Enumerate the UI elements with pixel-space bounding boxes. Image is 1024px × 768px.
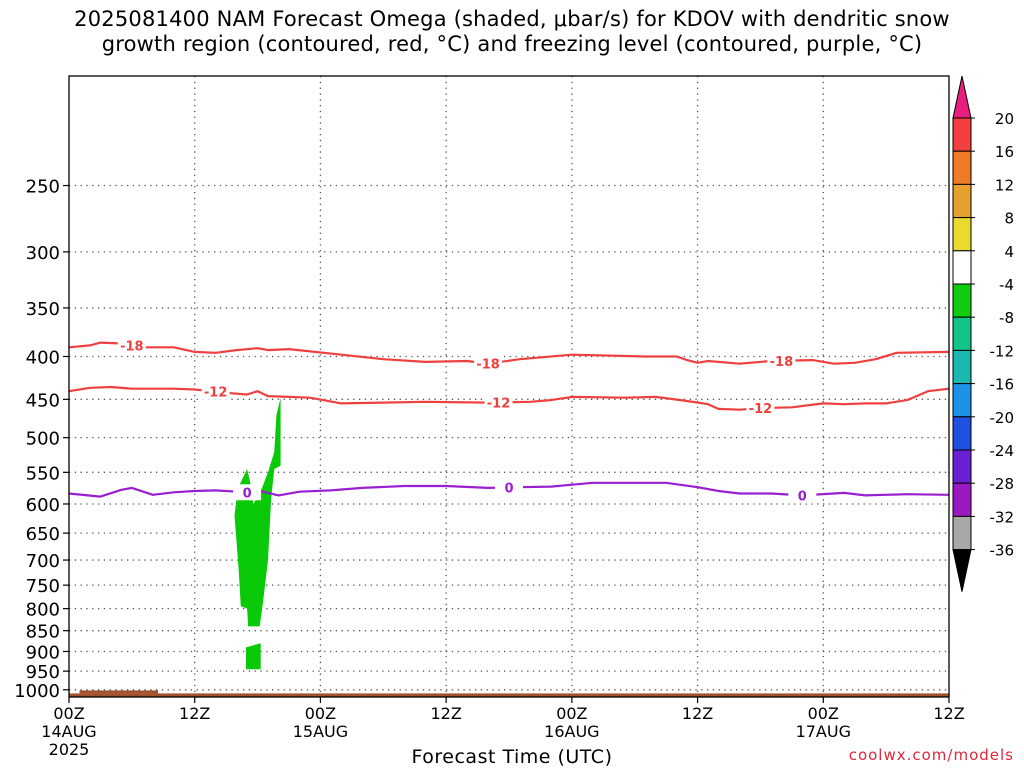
x-date-label: 15AUG	[293, 722, 348, 741]
contour-label-bg	[788, 487, 817, 504]
contour-label-bg	[495, 479, 523, 496]
y-tick-label: 250	[26, 177, 60, 198]
x-tick-label: 00Z	[808, 704, 839, 723]
colorbar-label: 12	[995, 176, 1014, 194]
contour-line-0	[68, 481, 950, 498]
colorbar-box	[952, 117, 972, 152]
colorbar-label: -8	[999, 309, 1014, 327]
omega-shaded-region-lower	[246, 643, 261, 670]
colorbar-label: -20	[990, 409, 1015, 427]
y-tick-label: 300	[26, 243, 60, 264]
plot-frame	[68, 75, 950, 698]
y-tick-label: 800	[26, 600, 60, 621]
y-tick-label: 350	[26, 299, 60, 320]
y-tick-label: 700	[26, 551, 60, 572]
contour-label: -18	[120, 339, 144, 354]
colorbar-label: -16	[990, 376, 1015, 394]
x-date-label: 17AUG	[796, 722, 851, 741]
chart-title-line-1: 2025081400 NAM Forecast Omega (shaded, μ…	[74, 7, 950, 31]
x-tick-label: 12Z	[933, 704, 964, 723]
y-tick-label: 1000	[14, 681, 60, 702]
y-tick-label: 600	[26, 495, 60, 516]
colorbar-label: -4	[999, 276, 1014, 294]
colorbar-box	[952, 515, 972, 551]
terrain-strip	[69, 693, 949, 697]
x-tick-label: 00Z	[556, 704, 587, 723]
contour-label: 0	[504, 481, 513, 496]
y-tick-label: 400	[26, 347, 60, 368]
contour-label: -18	[476, 358, 500, 373]
contour-label-bg	[201, 383, 230, 400]
y-tick-label: 900	[26, 642, 60, 663]
colorbar-label: 16	[995, 143, 1014, 161]
x-axis-label: Forecast Time (UTC)	[411, 746, 613, 768]
contour-label: 0	[798, 489, 807, 504]
x-tick-label: 12Z	[179, 704, 210, 723]
colorbar-box	[952, 416, 972, 451]
x-tick-label: 00Z	[53, 704, 84, 723]
contour-label-bg	[233, 484, 262, 501]
contour-label-bg	[767, 352, 796, 369]
colorbar-label: -36	[990, 542, 1015, 560]
contour-line--18	[68, 341, 950, 365]
colorbar-box	[952, 383, 972, 418]
colorbar-box	[952, 449, 972, 484]
colorbar-box	[952, 482, 972, 517]
x-tick-label: 12Z	[682, 704, 713, 723]
colorbar-top-triangle	[952, 75, 972, 119]
colorbar-label: 20	[995, 110, 1014, 128]
colorbar-bottom-triangle	[952, 549, 972, 592]
contour-label: -12	[204, 386, 228, 401]
contour-label: 0	[243, 486, 252, 501]
x-year-label: 2025	[49, 740, 90, 759]
contour-label-bg	[484, 394, 513, 411]
contour-label-bg	[746, 400, 775, 417]
colorbar-box	[952, 250, 972, 285]
contour-label: -18	[770, 355, 794, 370]
colorbar-label: -24	[990, 442, 1015, 460]
colorbar-label: -28	[990, 475, 1015, 493]
x-date-label: 14AUG	[41, 722, 96, 741]
colorbar-box	[952, 183, 972, 219]
colorbar-box	[952, 217, 972, 252]
credit-text: coolwx.com/models	[848, 746, 1014, 764]
y-tick-label: 850	[26, 622, 60, 643]
colorbar-box	[952, 283, 972, 318]
contour-label: -12	[487, 396, 511, 411]
omega-shaded-region	[234, 397, 281, 627]
terrain-bump	[79, 690, 159, 694]
colorbar-label: -12	[990, 342, 1015, 360]
colorbar-label: 4	[1004, 243, 1014, 261]
contour-label: -12	[749, 402, 773, 417]
colorbar-box	[952, 349, 972, 385]
y-tick-label: 950	[26, 662, 60, 683]
contour-label-bg	[474, 355, 503, 372]
colorbar-box	[952, 150, 972, 185]
y-tick-label: 650	[26, 524, 60, 545]
colorbar-box	[952, 316, 972, 351]
colorbar-label: 8	[1004, 210, 1014, 228]
y-tick-label: 450	[26, 390, 60, 411]
contour-label-bg	[117, 337, 146, 354]
x-date-label: 16AUG	[544, 722, 599, 741]
chart-title-line-2: growth region (contoured, red, °C) and f…	[101, 32, 923, 56]
x-tick-label: 12Z	[430, 704, 461, 723]
colorbar-label: -32	[990, 508, 1015, 526]
y-tick-label: 500	[26, 429, 60, 450]
x-tick-label: 00Z	[305, 704, 336, 723]
y-tick-label: 550	[26, 463, 60, 484]
plot-area: -18 -18 -18 -12 -12 -12 0 0 0 250 300 350 400 450 500 5…	[14, 75, 965, 759]
y-tick-label: 750	[26, 576, 60, 597]
colorbar: 20 16 12 8 4 -4 -8 -12 -16 -20 -24 -28 -32 -36	[952, 75, 1015, 592]
